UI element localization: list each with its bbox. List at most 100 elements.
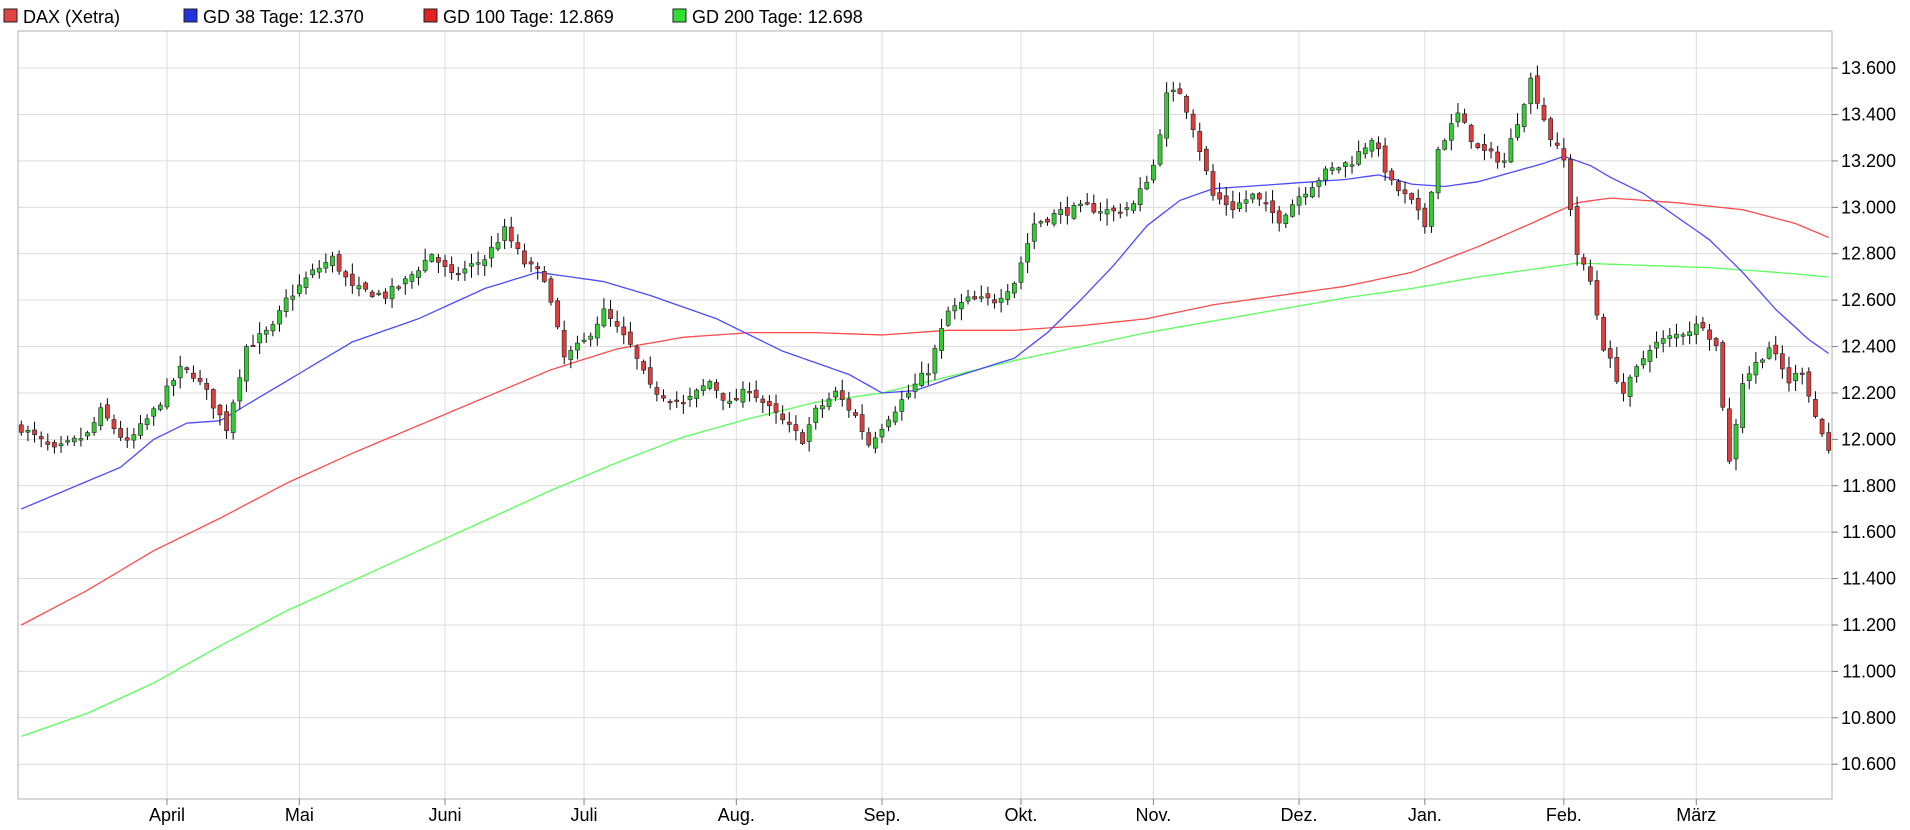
candle: [1614, 347, 1620, 385]
candle: [998, 288, 1004, 313]
candle-body: [1270, 200, 1275, 213]
candle: [1660, 330, 1666, 353]
candle-body: [429, 254, 435, 262]
candle: [634, 344, 640, 370]
candle: [541, 266, 547, 283]
candle: [475, 251, 481, 276]
y-tick-label: 12.000: [1841, 429, 1896, 449]
candle-body: [1760, 359, 1765, 363]
candle-body: [336, 254, 342, 272]
candle-body: [105, 404, 110, 419]
candle: [820, 398, 825, 418]
candle-body: [872, 437, 878, 449]
candle: [528, 257, 534, 273]
candle-body: [98, 407, 104, 426]
candle: [1230, 190, 1236, 219]
candle: [813, 404, 819, 430]
x-tick-label: Dez.: [1281, 805, 1318, 825]
candle-body: [667, 401, 673, 404]
candle: [522, 243, 527, 268]
candle-body: [502, 226, 507, 241]
candle: [1263, 191, 1269, 212]
candle-body: [1356, 151, 1361, 165]
candle: [720, 392, 726, 411]
candle-body: [1495, 151, 1501, 163]
y-tick-label: 12.200: [1841, 383, 1896, 403]
candle: [303, 271, 309, 295]
y-tick-label: 13.000: [1841, 197, 1896, 217]
candle: [91, 416, 97, 436]
candle: [628, 321, 633, 348]
candle: [1336, 166, 1342, 174]
candle: [1256, 192, 1262, 207]
candle-body: [568, 350, 574, 360]
candle-body: [535, 266, 541, 270]
candle-body: [330, 255, 335, 267]
candle: [257, 322, 262, 354]
y-tick-label: 12.600: [1841, 290, 1896, 310]
candle: [1290, 199, 1295, 218]
candle-body: [1713, 338, 1719, 346]
candle-body: [1448, 123, 1454, 141]
candle-body: [1806, 371, 1812, 397]
candle: [422, 248, 428, 273]
candle: [1786, 356, 1792, 392]
candle-body: [1442, 140, 1448, 150]
candle-body: [906, 392, 911, 398]
candle-body: [634, 346, 640, 359]
candle: [1766, 341, 1772, 360]
candle-body: [442, 260, 448, 267]
candle-body: [270, 324, 276, 332]
candle: [588, 332, 594, 347]
candle-body: [144, 418, 150, 426]
legend-label-dax: DAX (Xetra): [23, 7, 120, 27]
candle-body: [363, 282, 368, 290]
candle-body: [588, 335, 594, 340]
candle: [1554, 132, 1560, 150]
candle: [839, 379, 845, 407]
candle-body: [959, 302, 964, 310]
candle-body: [1660, 338, 1666, 344]
candle-body: [820, 405, 825, 410]
candle: [1707, 323, 1712, 351]
candle-body: [124, 437, 130, 441]
candle: [687, 387, 693, 407]
candle: [316, 260, 322, 279]
candle-body: [661, 395, 666, 399]
candle: [1396, 178, 1401, 197]
candle-body: [1091, 203, 1097, 213]
candle-body: [1773, 344, 1779, 355]
candle-body: [899, 399, 905, 412]
candle: [1594, 270, 1600, 320]
candle: [184, 366, 190, 374]
candle-body: [601, 308, 607, 327]
candle: [1250, 192, 1256, 204]
candle-body: [1250, 193, 1256, 200]
candle: [535, 262, 541, 280]
candle: [1495, 145, 1501, 169]
candle: [18, 420, 24, 436]
candle: [389, 278, 395, 309]
candle-body: [1316, 180, 1322, 187]
x-axis: April Mai Juni Juli Aug. Sep. Okt. Nov. Dez. Jan.…: [149, 799, 1716, 825]
candle: [1680, 332, 1686, 346]
candle: [767, 395, 772, 416]
candle: [594, 316, 600, 346]
candle: [1501, 152, 1507, 168]
y-tick-label: 12.400: [1841, 337, 1896, 357]
candle: [753, 380, 759, 403]
candle: [714, 379, 719, 399]
candle-body: [985, 293, 991, 299]
candle: [614, 310, 620, 333]
candle: [297, 274, 302, 297]
candle: [469, 253, 474, 278]
candle: [1674, 323, 1679, 347]
candle: [363, 281, 368, 292]
candle: [654, 381, 660, 402]
candle: [1746, 366, 1752, 390]
candle: [462, 260, 468, 281]
candle-body: [1594, 280, 1600, 316]
candle: [98, 402, 104, 431]
candle-body: [1574, 206, 1580, 255]
candle-body: [1071, 205, 1077, 219]
